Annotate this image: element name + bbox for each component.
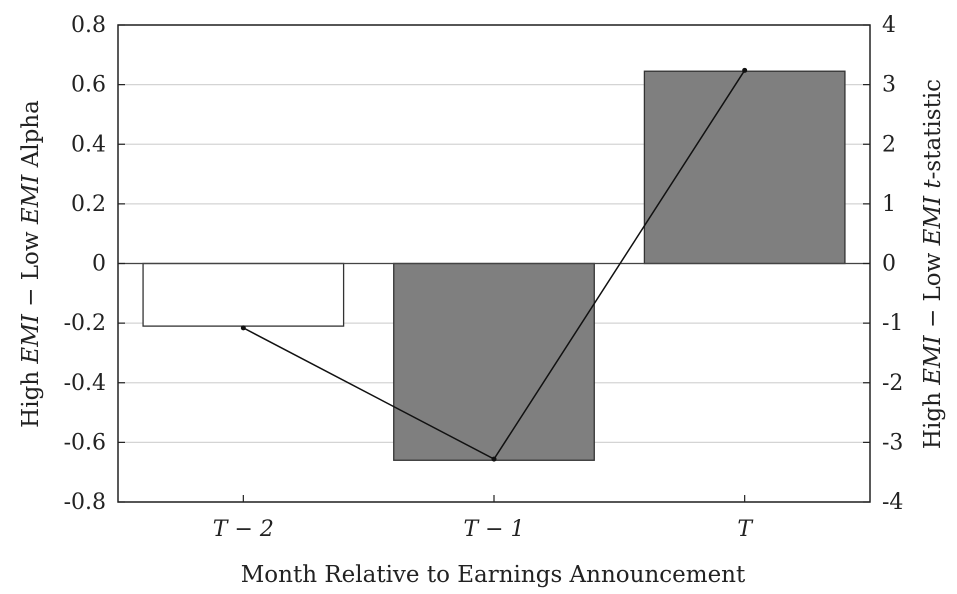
y2-tick-label: 2 — [882, 132, 896, 157]
y-tick-label: 0 — [92, 252, 106, 277]
y2-tick-label: -3 — [882, 430, 903, 455]
y2-tick-label: 1 — [882, 192, 896, 217]
y-tick-label: 0.4 — [71, 132, 106, 157]
bars — [118, 70, 870, 461]
y2-tick-label: -2 — [882, 371, 903, 396]
y-tick-label: -0.8 — [64, 490, 106, 515]
line-point — [491, 456, 497, 462]
y-tick-label: 0.6 — [71, 73, 106, 98]
x-tick-label: T − 2 — [213, 517, 274, 542]
right-y-ticks: 4 3 2 1 0 -1 -2 -3 -4 — [863, 13, 903, 515]
x-tick-label: T − 1 — [463, 517, 524, 542]
bar — [393, 262, 595, 461]
x-axis-title: Month Relative to Earnings Announcement — [241, 562, 746, 588]
left-y-axis-title: High EMI − Low EMI Alpha — [18, 100, 44, 428]
y-tick-label: -0.4 — [64, 371, 106, 396]
x-ticks: T − 2 T − 1 T — [213, 495, 754, 542]
t-stat-line — [240, 67, 748, 462]
y-tick-label: -0.2 — [64, 311, 106, 336]
right-y-axis-title: High EMI − Low EMI t-statistic — [920, 79, 946, 449]
x-tick-label: T — [737, 517, 754, 542]
y2-tick-label: 4 — [882, 13, 896, 38]
bar — [142, 262, 345, 327]
left-y-ticks: 0.8 0.6 0.4 0.2 0 -0.2 -0.4 -0.6 -0.8 — [64, 13, 125, 515]
bar — [643, 70, 846, 265]
line-point — [240, 325, 246, 331]
y-tick-label: 0.2 — [71, 192, 106, 217]
y2-tick-label: 3 — [882, 73, 896, 98]
y2-tick-label: -4 — [882, 490, 903, 515]
y2-tick-label: -1 — [882, 311, 903, 336]
y-tick-label: -0.6 — [64, 430, 106, 455]
y2-tick-label: 0 — [882, 252, 896, 277]
y-tick-label: 0.8 — [71, 13, 106, 38]
line-point — [742, 67, 748, 73]
